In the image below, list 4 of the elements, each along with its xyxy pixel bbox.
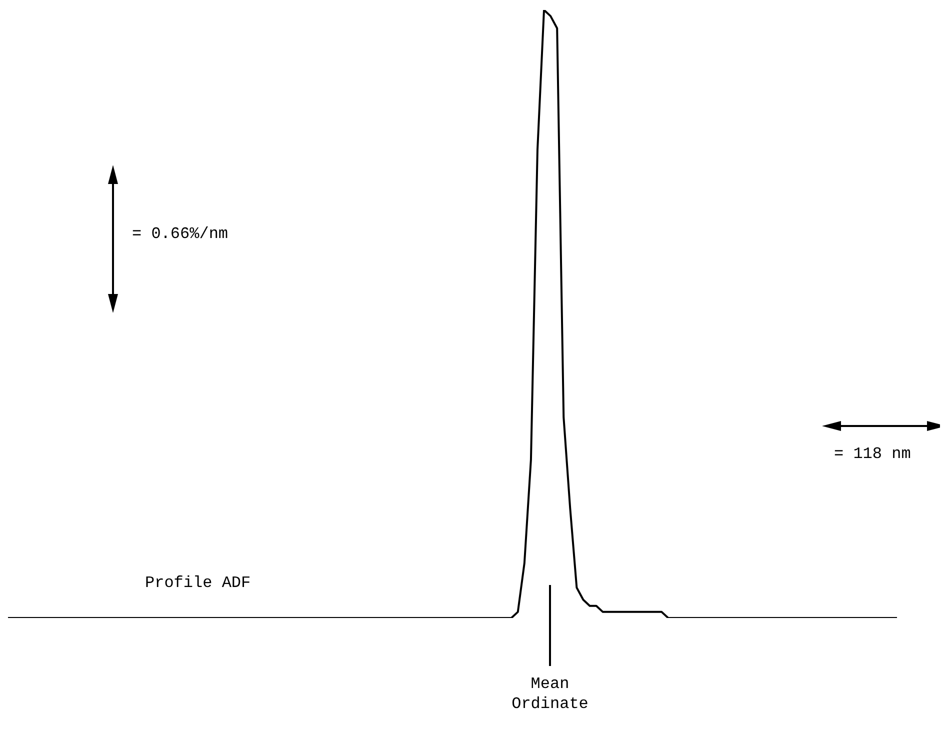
text: Mean Ordinate [512,675,588,713]
series-label: Profile ADF [145,574,251,592]
annotation: = 0.66%/nm [132,225,228,243]
annotation: = 118 nm [834,445,911,463]
